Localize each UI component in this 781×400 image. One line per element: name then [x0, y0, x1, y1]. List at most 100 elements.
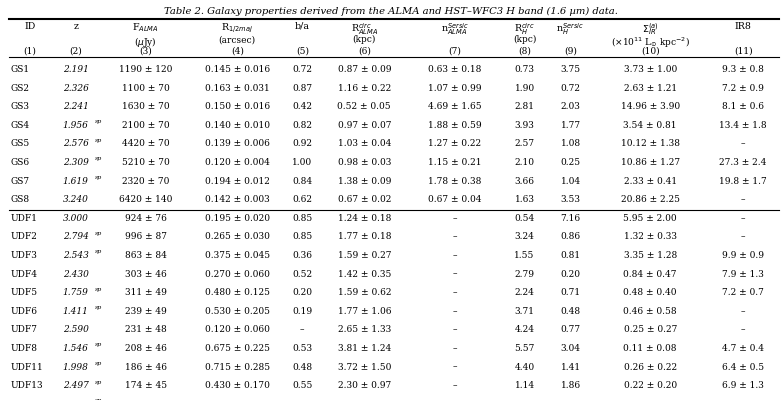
Text: 174 ± 45: 174 ± 45 — [125, 381, 167, 390]
Text: 1.619: 1.619 — [62, 176, 89, 186]
Text: 27.3 ± 2.4: 27.3 ± 2.4 — [719, 158, 767, 167]
Text: 0.48: 0.48 — [561, 307, 580, 316]
Text: 3.240: 3.240 — [62, 195, 89, 204]
Text: 0.46 ± 0.58: 0.46 ± 0.58 — [623, 307, 677, 316]
Text: 1.86: 1.86 — [561, 381, 580, 390]
Text: (10): (10) — [641, 46, 659, 56]
Text: 0.140 ± 0.010: 0.140 ± 0.010 — [205, 121, 269, 130]
Text: 2.430: 2.430 — [62, 270, 89, 278]
Text: 0.430 ± 0.170: 0.430 ± 0.170 — [205, 381, 269, 390]
Text: 0.92: 0.92 — [292, 139, 312, 148]
Text: IR8: IR8 — [735, 22, 751, 31]
Text: 1.546: 1.546 — [62, 344, 89, 353]
Text: 13.4 ± 1.8: 13.4 ± 1.8 — [719, 121, 767, 130]
Text: 10.86 ± 1.27: 10.86 ± 1.27 — [621, 158, 679, 167]
Text: R$_{1/2maj}$: R$_{1/2maj}$ — [221, 22, 253, 35]
Text: 1.90: 1.90 — [515, 84, 534, 92]
Text: 0.62: 0.62 — [292, 195, 312, 204]
Text: 0.85: 0.85 — [292, 232, 312, 241]
Text: 0.67 ± 0.04: 0.67 ± 0.04 — [428, 195, 482, 204]
Text: 7.16: 7.16 — [561, 214, 580, 223]
Text: 0.20: 0.20 — [292, 288, 312, 297]
Text: Table 2. Galaxy properties derived from the ALMA and HST–WFC3 H band (1.6 µm) da: Table 2. Galaxy properties derived from … — [163, 7, 618, 16]
Text: 239 ± 49: 239 ± 49 — [125, 307, 166, 316]
Text: n$^{Sersic}_{\mathit{ALMA}}$: n$^{Sersic}_{\mathit{ALMA}}$ — [441, 22, 469, 37]
Text: UDF4: UDF4 — [11, 270, 38, 278]
Text: 9.3 ± 0.8: 9.3 ± 0.8 — [722, 65, 764, 74]
Text: 1.77 ± 0.18: 1.77 ± 0.18 — [337, 232, 391, 241]
Text: 0.53: 0.53 — [292, 344, 312, 353]
Text: –: – — [741, 307, 745, 316]
Text: 1.15 ± 0.21: 1.15 ± 0.21 — [428, 158, 482, 167]
Text: 2.24: 2.24 — [515, 288, 534, 297]
Text: –: – — [453, 325, 458, 334]
Text: 0.87: 0.87 — [292, 84, 312, 92]
Text: 14.96 ± 3.90: 14.96 ± 3.90 — [621, 102, 679, 111]
Text: 0.675 ± 0.225: 0.675 ± 0.225 — [205, 344, 269, 353]
Text: 0.48: 0.48 — [292, 362, 312, 372]
Text: 0.142 ± 0.003: 0.142 ± 0.003 — [205, 195, 269, 204]
Text: 2100 ± 70: 2100 ± 70 — [122, 121, 169, 130]
Text: GS5: GS5 — [11, 139, 30, 148]
Text: 4420 ± 70: 4420 ± 70 — [122, 139, 169, 148]
Text: ($\times$10$^{11}$ L$_{\odot}$ kpc$^{-2}$): ($\times$10$^{11}$ L$_{\odot}$ kpc$^{-2}… — [611, 35, 690, 50]
Text: –: – — [453, 214, 458, 223]
Text: 4.7 ± 0.4: 4.7 ± 0.4 — [722, 344, 764, 353]
Text: sp: sp — [95, 305, 102, 310]
Text: 0.52: 0.52 — [292, 270, 312, 278]
Text: –: – — [453, 288, 458, 297]
Text: 2.33 ± 0.41: 2.33 ± 0.41 — [624, 176, 677, 186]
Text: (8): (8) — [518, 46, 531, 56]
Text: UDF8: UDF8 — [11, 344, 38, 353]
Text: (4): (4) — [231, 46, 244, 56]
Text: b/a: b/a — [295, 22, 310, 31]
Text: sp: sp — [95, 138, 102, 143]
Text: 1.16 ± 0.22: 1.16 ± 0.22 — [337, 84, 391, 92]
Text: 5210 ± 70: 5210 ± 70 — [122, 158, 169, 167]
Text: 2.497: 2.497 — [62, 381, 89, 390]
Text: 1.08: 1.08 — [561, 139, 580, 148]
Text: (7): (7) — [448, 46, 462, 56]
Text: –: – — [741, 232, 745, 241]
Text: 3.75: 3.75 — [561, 65, 580, 74]
Text: 1.07 ± 0.99: 1.07 ± 0.99 — [428, 84, 482, 92]
Text: 0.194 ± 0.012: 0.194 ± 0.012 — [205, 176, 269, 186]
Text: 0.375 ± 0.045: 0.375 ± 0.045 — [205, 251, 270, 260]
Text: 2.191: 2.191 — [62, 65, 89, 74]
Text: 208 ± 46: 208 ± 46 — [125, 344, 166, 353]
Text: 0.84: 0.84 — [292, 176, 312, 186]
Text: 1.00: 1.00 — [292, 158, 312, 167]
Text: 0.97 ± 0.07: 0.97 ± 0.07 — [337, 121, 391, 130]
Text: 1.27 ± 0.22: 1.27 ± 0.22 — [429, 139, 482, 148]
Text: 1.04: 1.04 — [561, 176, 580, 186]
Text: 6420 ± 140: 6420 ± 140 — [119, 195, 173, 204]
Text: 0.42: 0.42 — [292, 102, 312, 111]
Text: 996 ± 87: 996 ± 87 — [125, 232, 166, 241]
Text: sp: sp — [95, 380, 102, 384]
Text: –: – — [741, 195, 745, 204]
Text: 0.150 ± 0.016: 0.150 ± 0.016 — [205, 102, 270, 111]
Text: 3.93: 3.93 — [515, 121, 534, 130]
Text: 1.956: 1.956 — [62, 121, 89, 130]
Text: 0.120 ± 0.060: 0.120 ± 0.060 — [205, 325, 269, 334]
Text: 3.35 ± 1.28: 3.35 ± 1.28 — [623, 251, 677, 260]
Text: 0.72: 0.72 — [292, 65, 312, 74]
Text: –: – — [453, 307, 458, 316]
Text: (kpc): (kpc) — [353, 35, 376, 44]
Text: F$_{\mathit{ALMA}}$: F$_{\mathit{ALMA}}$ — [132, 22, 159, 34]
Text: 10.12 ± 1.38: 10.12 ± 1.38 — [621, 139, 679, 148]
Text: 0.530 ± 0.205: 0.530 ± 0.205 — [205, 307, 269, 316]
Text: UDF6: UDF6 — [11, 307, 38, 316]
Text: 0.71: 0.71 — [561, 288, 580, 297]
Text: (6): (6) — [358, 46, 371, 56]
Text: 1.78 ± 0.38: 1.78 ± 0.38 — [428, 176, 482, 186]
Text: (kpc): (kpc) — [513, 35, 537, 44]
Text: 0.98 ± 0.03: 0.98 ± 0.03 — [337, 158, 391, 167]
Text: 0.270 ± 0.060: 0.270 ± 0.060 — [205, 270, 269, 278]
Text: 4.69 ± 1.65: 4.69 ± 1.65 — [428, 102, 482, 111]
Text: 0.54: 0.54 — [515, 214, 535, 223]
Text: 1.55: 1.55 — [515, 251, 535, 260]
Text: $\Sigma^{(a)}_{IR}$: $\Sigma^{(a)}_{IR}$ — [642, 22, 658, 38]
Text: 2.30 ± 0.97: 2.30 ± 0.97 — [337, 381, 391, 390]
Text: 1.59 ± 0.27: 1.59 ± 0.27 — [337, 251, 391, 260]
